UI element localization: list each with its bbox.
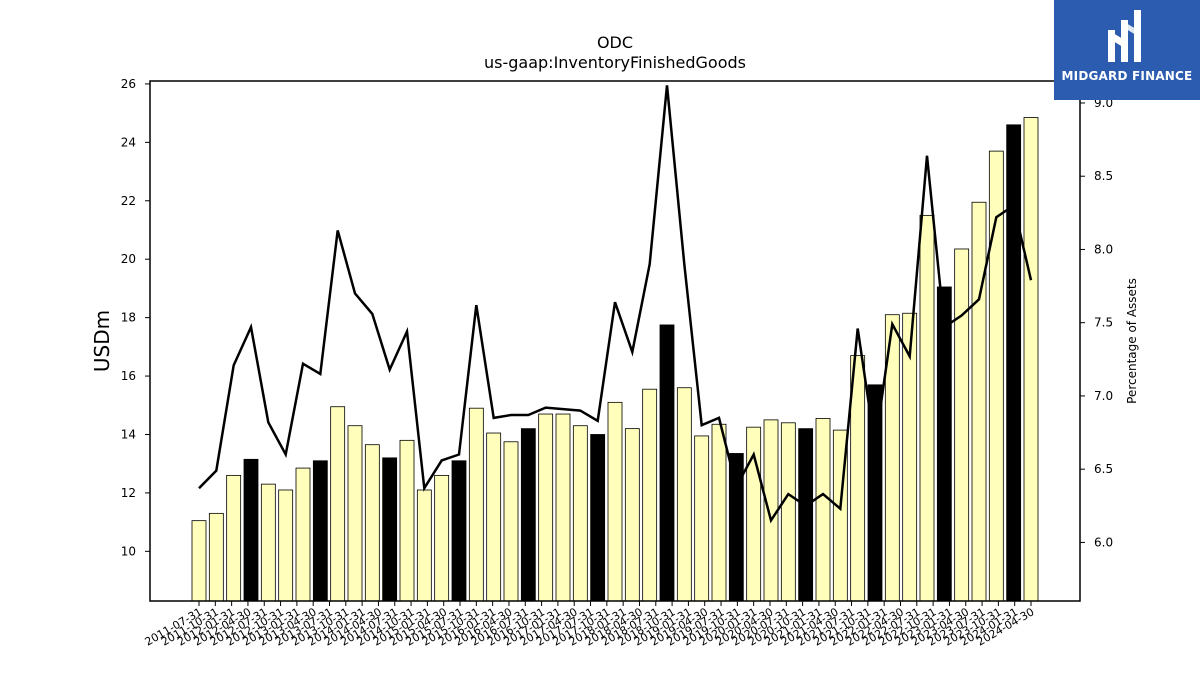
bar bbox=[798, 428, 814, 602]
bar bbox=[624, 428, 640, 602]
bar bbox=[486, 432, 502, 602]
y-tick-label: 18 bbox=[121, 311, 136, 325]
bar bbox=[330, 406, 346, 602]
bars bbox=[191, 117, 1039, 602]
bar bbox=[382, 457, 398, 602]
bar bbox=[503, 441, 519, 602]
bar bbox=[416, 489, 432, 602]
y2-tick-label: 6.5 bbox=[1094, 462, 1113, 476]
y-tick-label: 14 bbox=[121, 427, 136, 441]
y2-tick-label: 7.0 bbox=[1094, 389, 1113, 403]
bar bbox=[468, 407, 484, 602]
chart-title: ODC bbox=[597, 33, 633, 52]
bar bbox=[1006, 124, 1022, 602]
bar bbox=[364, 444, 380, 602]
bar bbox=[607, 401, 623, 602]
logo-text: MIDGARD FINANCE bbox=[1061, 69, 1193, 83]
y-tick-label: 16 bbox=[121, 369, 136, 383]
y2-tick-label: 7.5 bbox=[1094, 316, 1113, 330]
bar bbox=[208, 512, 224, 602]
plot-frame bbox=[149, 80, 1081, 602]
y-axis-right: 6.06.57.07.58.08.59.0 bbox=[1080, 96, 1113, 549]
bar bbox=[399, 439, 415, 602]
y2-tick-label: 8.5 bbox=[1094, 169, 1113, 183]
bar bbox=[278, 489, 294, 602]
bar bbox=[694, 435, 710, 602]
bar bbox=[226, 474, 242, 602]
y-tick-label: 10 bbox=[121, 544, 136, 558]
bar bbox=[312, 460, 328, 602]
bar bbox=[347, 425, 363, 602]
bar bbox=[590, 434, 606, 602]
bar bbox=[676, 387, 692, 602]
bar bbox=[919, 214, 935, 602]
y-tick-label: 12 bbox=[121, 486, 136, 500]
percentage-line bbox=[198, 85, 1033, 524]
bar bbox=[572, 425, 588, 602]
logo-icon bbox=[1108, 10, 1141, 62]
y-tick-label: 22 bbox=[121, 194, 136, 208]
brand-logo: MIDGARD FINANCE bbox=[1054, 0, 1200, 100]
x-axis: 2011-07-312011-10-312012-01-312012-04-30… bbox=[143, 601, 1037, 649]
y-axis-label: USDm bbox=[90, 310, 114, 372]
bar bbox=[520, 428, 536, 602]
y-tick-label: 20 bbox=[121, 252, 136, 266]
y2-tick-label: 8.0 bbox=[1094, 242, 1113, 256]
bar bbox=[538, 413, 554, 602]
bar bbox=[642, 388, 658, 602]
y2-tick-label: 6.0 bbox=[1094, 535, 1113, 549]
bar bbox=[659, 324, 675, 602]
bar bbox=[295, 467, 311, 602]
bar bbox=[711, 423, 727, 602]
bar bbox=[451, 460, 467, 602]
bar bbox=[815, 418, 831, 602]
y-tick-label: 26 bbox=[121, 77, 136, 91]
y2-axis-label: Percentage of Assets bbox=[1125, 278, 1139, 404]
bar bbox=[954, 248, 970, 602]
bar bbox=[191, 520, 207, 602]
bar bbox=[780, 422, 796, 602]
y-axis-left: 10 12 14 16 18 20 22 24 26 bbox=[121, 77, 150, 558]
bar bbox=[971, 201, 987, 602]
bar bbox=[243, 458, 259, 602]
bar bbox=[763, 419, 779, 602]
percentage-line-path bbox=[198, 85, 1033, 524]
bar bbox=[555, 413, 571, 602]
bar bbox=[936, 286, 952, 602]
bar bbox=[1023, 117, 1039, 602]
chart-subtitle: us-gaap:InventoryFinishedGoods bbox=[484, 53, 746, 72]
bar bbox=[434, 474, 450, 602]
bar bbox=[260, 483, 276, 602]
y-tick-label: 24 bbox=[121, 135, 136, 149]
